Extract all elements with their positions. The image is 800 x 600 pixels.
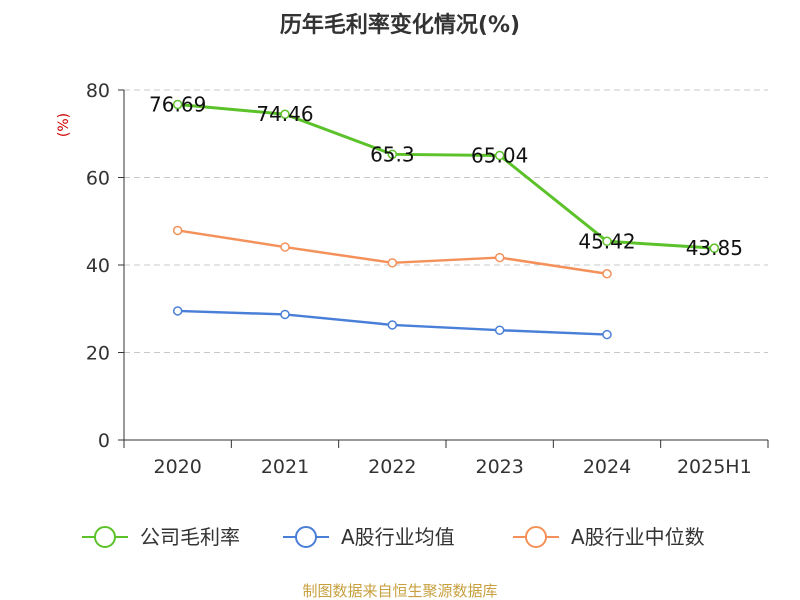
data-label: 76.69 xyxy=(149,92,206,116)
legend-item-3: A股行业中位数 xyxy=(513,525,705,549)
data-point xyxy=(387,258,398,268)
data-label: 45.42 xyxy=(578,229,635,253)
data-point xyxy=(494,252,505,263)
y-tick-label: 0 xyxy=(98,430,110,452)
legend-label: A股行业均值 xyxy=(341,525,455,549)
data-label: 65.04 xyxy=(471,143,528,167)
data-point xyxy=(280,242,290,252)
axis-layer: 0 20 40 60 80 2020 2021 2022 2023 2024 2025H1 xyxy=(86,80,769,478)
legend-label: 公司毛利率 xyxy=(140,525,240,549)
y-tick-label: 40 xyxy=(86,255,110,277)
series-line xyxy=(177,102,715,250)
series-2 xyxy=(172,306,612,340)
x-tick-label: 2020 xyxy=(153,456,201,478)
y-tick-label: 20 xyxy=(86,343,110,365)
data-point xyxy=(280,309,290,320)
legend-marker xyxy=(525,526,547,548)
data-point xyxy=(494,325,505,335)
series-3 xyxy=(172,225,612,279)
grid-layer xyxy=(124,89,768,353)
data-point xyxy=(602,236,612,247)
x-tick-label: 2023 xyxy=(475,456,523,478)
x-tick-label: 2025H1 xyxy=(677,456,752,478)
data-label-layer: 76.69 74.46 65.3 65.04 45.42 43.85 xyxy=(149,92,743,260)
data-label: 65.3 xyxy=(370,142,415,166)
data-point xyxy=(602,269,612,279)
x-tick-label: 2022 xyxy=(368,456,416,478)
legend-item-2: A股行业均值 xyxy=(283,525,455,549)
y-axis-label: (%) xyxy=(56,113,72,137)
y-tick-label: 80 xyxy=(86,80,110,102)
legend-marker xyxy=(94,526,116,548)
x-tick-label: 2021 xyxy=(261,456,309,478)
legend: 公司毛利率 A股行业均值 A股行业中位数 xyxy=(82,525,705,549)
series-1 xyxy=(172,99,720,253)
y-tick-label: 60 xyxy=(86,168,110,190)
data-point xyxy=(172,306,183,316)
legend-marker xyxy=(295,526,317,548)
data-point xyxy=(387,320,398,330)
chart-title: 历年毛利率变化情况(%) xyxy=(280,12,520,38)
legend-label: A股行业中位数 xyxy=(571,525,705,549)
data-point xyxy=(387,149,398,160)
data-point xyxy=(172,225,183,236)
data-point xyxy=(494,150,505,161)
data-point xyxy=(172,99,183,110)
data-point xyxy=(280,109,290,119)
data-label: 74.46 xyxy=(256,102,313,126)
source-note: 制图数据来自恒生聚源数据库 xyxy=(302,582,497,600)
series-layer xyxy=(172,99,720,340)
data-point xyxy=(602,329,612,340)
data-label: 43.85 xyxy=(686,236,743,260)
data-point xyxy=(709,243,720,253)
x-tick-label: 2024 xyxy=(583,456,631,478)
legend-item-1: 公司毛利率 xyxy=(82,525,240,549)
